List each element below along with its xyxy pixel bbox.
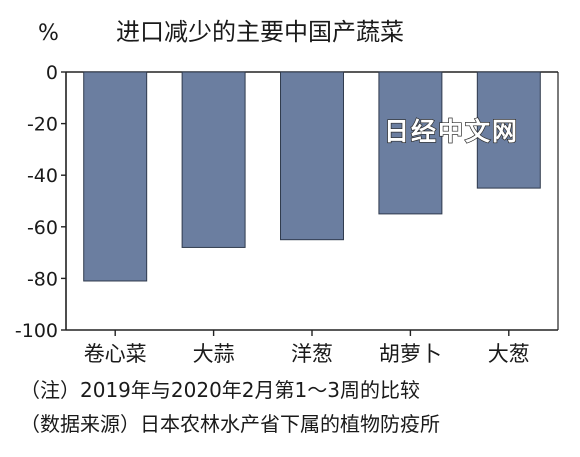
y-tick-label: -80 (27, 268, 58, 290)
bar (280, 71, 344, 241)
x-labels: 卷心菜 大蒜 洋葱 胡萝卜 大葱 (84, 330, 530, 366)
source-text: （数据来源）日本农林水产省下属的植物防疫所 (20, 412, 440, 436)
x-tick-label: 胡萝卜 (379, 342, 442, 366)
bar (83, 71, 148, 282)
chart-title: 进口减少的主要中国产蔬菜 (116, 18, 404, 46)
y-tick-label: -20 (27, 114, 58, 136)
x-tick-label: 卷心菜 (84, 342, 147, 366)
y-tick-label: -40 (27, 165, 58, 187)
x-tick-label: 大葱 (488, 342, 530, 366)
note-text: （注）2019年与2020年2月第1～3周的比较 (20, 378, 420, 402)
y-tick-label: 0 (46, 62, 58, 84)
bar (378, 71, 443, 215)
bars (83, 71, 541, 282)
x-tick-label: 大蒜 (193, 342, 235, 366)
y-ticks: 0 -20 -40 -60 -80 -100 (15, 62, 66, 342)
y-tick-label: -60 (27, 217, 58, 239)
watermark-text: 日经中文网 (384, 117, 519, 146)
x-tick-label: 洋葱 (291, 342, 333, 366)
y-tick-label: -100 (15, 320, 58, 342)
unit-label: % (38, 21, 59, 46)
bar (476, 71, 541, 189)
bar (181, 71, 246, 248)
